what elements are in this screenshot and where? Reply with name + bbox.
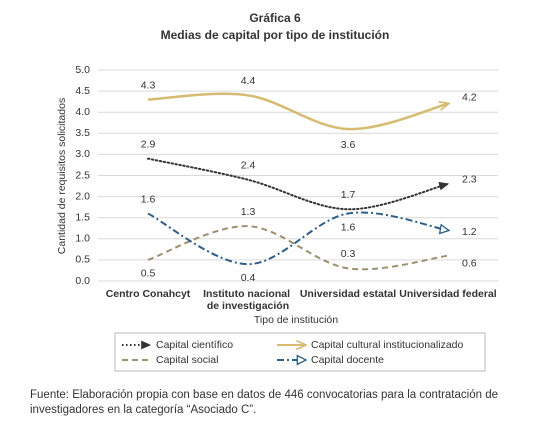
data-label: 0.5 [141, 268, 156, 280]
data-label: 1.6 [341, 221, 356, 233]
y-tick-label: 2.5 [75, 169, 90, 181]
y-axis-label: Cantidad de requisitos solicitados [56, 98, 68, 254]
x-tick-label: Universidad federal [399, 288, 497, 300]
y-tick-label: 3.5 [75, 127, 90, 139]
chart-title: Gráfica 6 [249, 11, 301, 25]
y-tick-label: 3.0 [75, 148, 90, 160]
data-label: 1.2 [462, 226, 477, 238]
legend-box [114, 332, 486, 372]
data-label: 4.3 [141, 79, 156, 91]
x-tick-label: Instituto nacional de investigación [203, 288, 293, 312]
data-label: 0.4 [241, 272, 256, 284]
data-label: 1.7 [341, 189, 356, 201]
y-tick-label: 1.0 [75, 233, 90, 245]
legend-label: Capital social [156, 354, 218, 366]
x-tick-label: Universidad estatal [300, 288, 396, 300]
y-tick-label: 0.5 [75, 254, 90, 266]
series-line [147, 157, 450, 211]
data-label: 0.6 [462, 257, 477, 269]
x-tick-label: Centro Conahcyt [106, 288, 191, 300]
source-note: Fuente: Elaboración propia con base en d… [30, 389, 498, 416]
x-axis-label: Tipo de institución [254, 314, 338, 326]
legend-label: Capital científico [156, 339, 233, 351]
y-tick-label: 0.0 [75, 275, 90, 287]
y-tick-label: 2.0 [75, 190, 90, 202]
data-label: 3.6 [341, 139, 356, 151]
data-label: 2.9 [141, 138, 156, 150]
series-line [147, 92, 448, 131]
chart-subtitle: Medias de capital por tipo de institució… [161, 28, 390, 42]
data-label: 2.4 [241, 160, 256, 172]
legend-label: Capital docente [311, 354, 384, 366]
y-tick-label: 4.0 [75, 106, 90, 118]
data-label: 0.3 [341, 248, 356, 260]
series-line [147, 225, 449, 271]
data-label: 4.2 [462, 92, 477, 104]
series-line [147, 211, 448, 266]
y-tick-label: 5.0 [75, 64, 90, 76]
y-tick-label: 1.5 [75, 211, 90, 223]
y-tick-label: 4.5 [75, 85, 90, 97]
data-label: 4.4 [241, 75, 256, 87]
data-label: 1.3 [241, 206, 256, 218]
chart: Gráfica 6 Medias de capital por tipo de … [56, 11, 498, 372]
data-label: 1.6 [141, 193, 156, 205]
legend-label: Capital cultural institucionalizado [311, 339, 463, 351]
data-label: 2.3 [462, 174, 477, 186]
